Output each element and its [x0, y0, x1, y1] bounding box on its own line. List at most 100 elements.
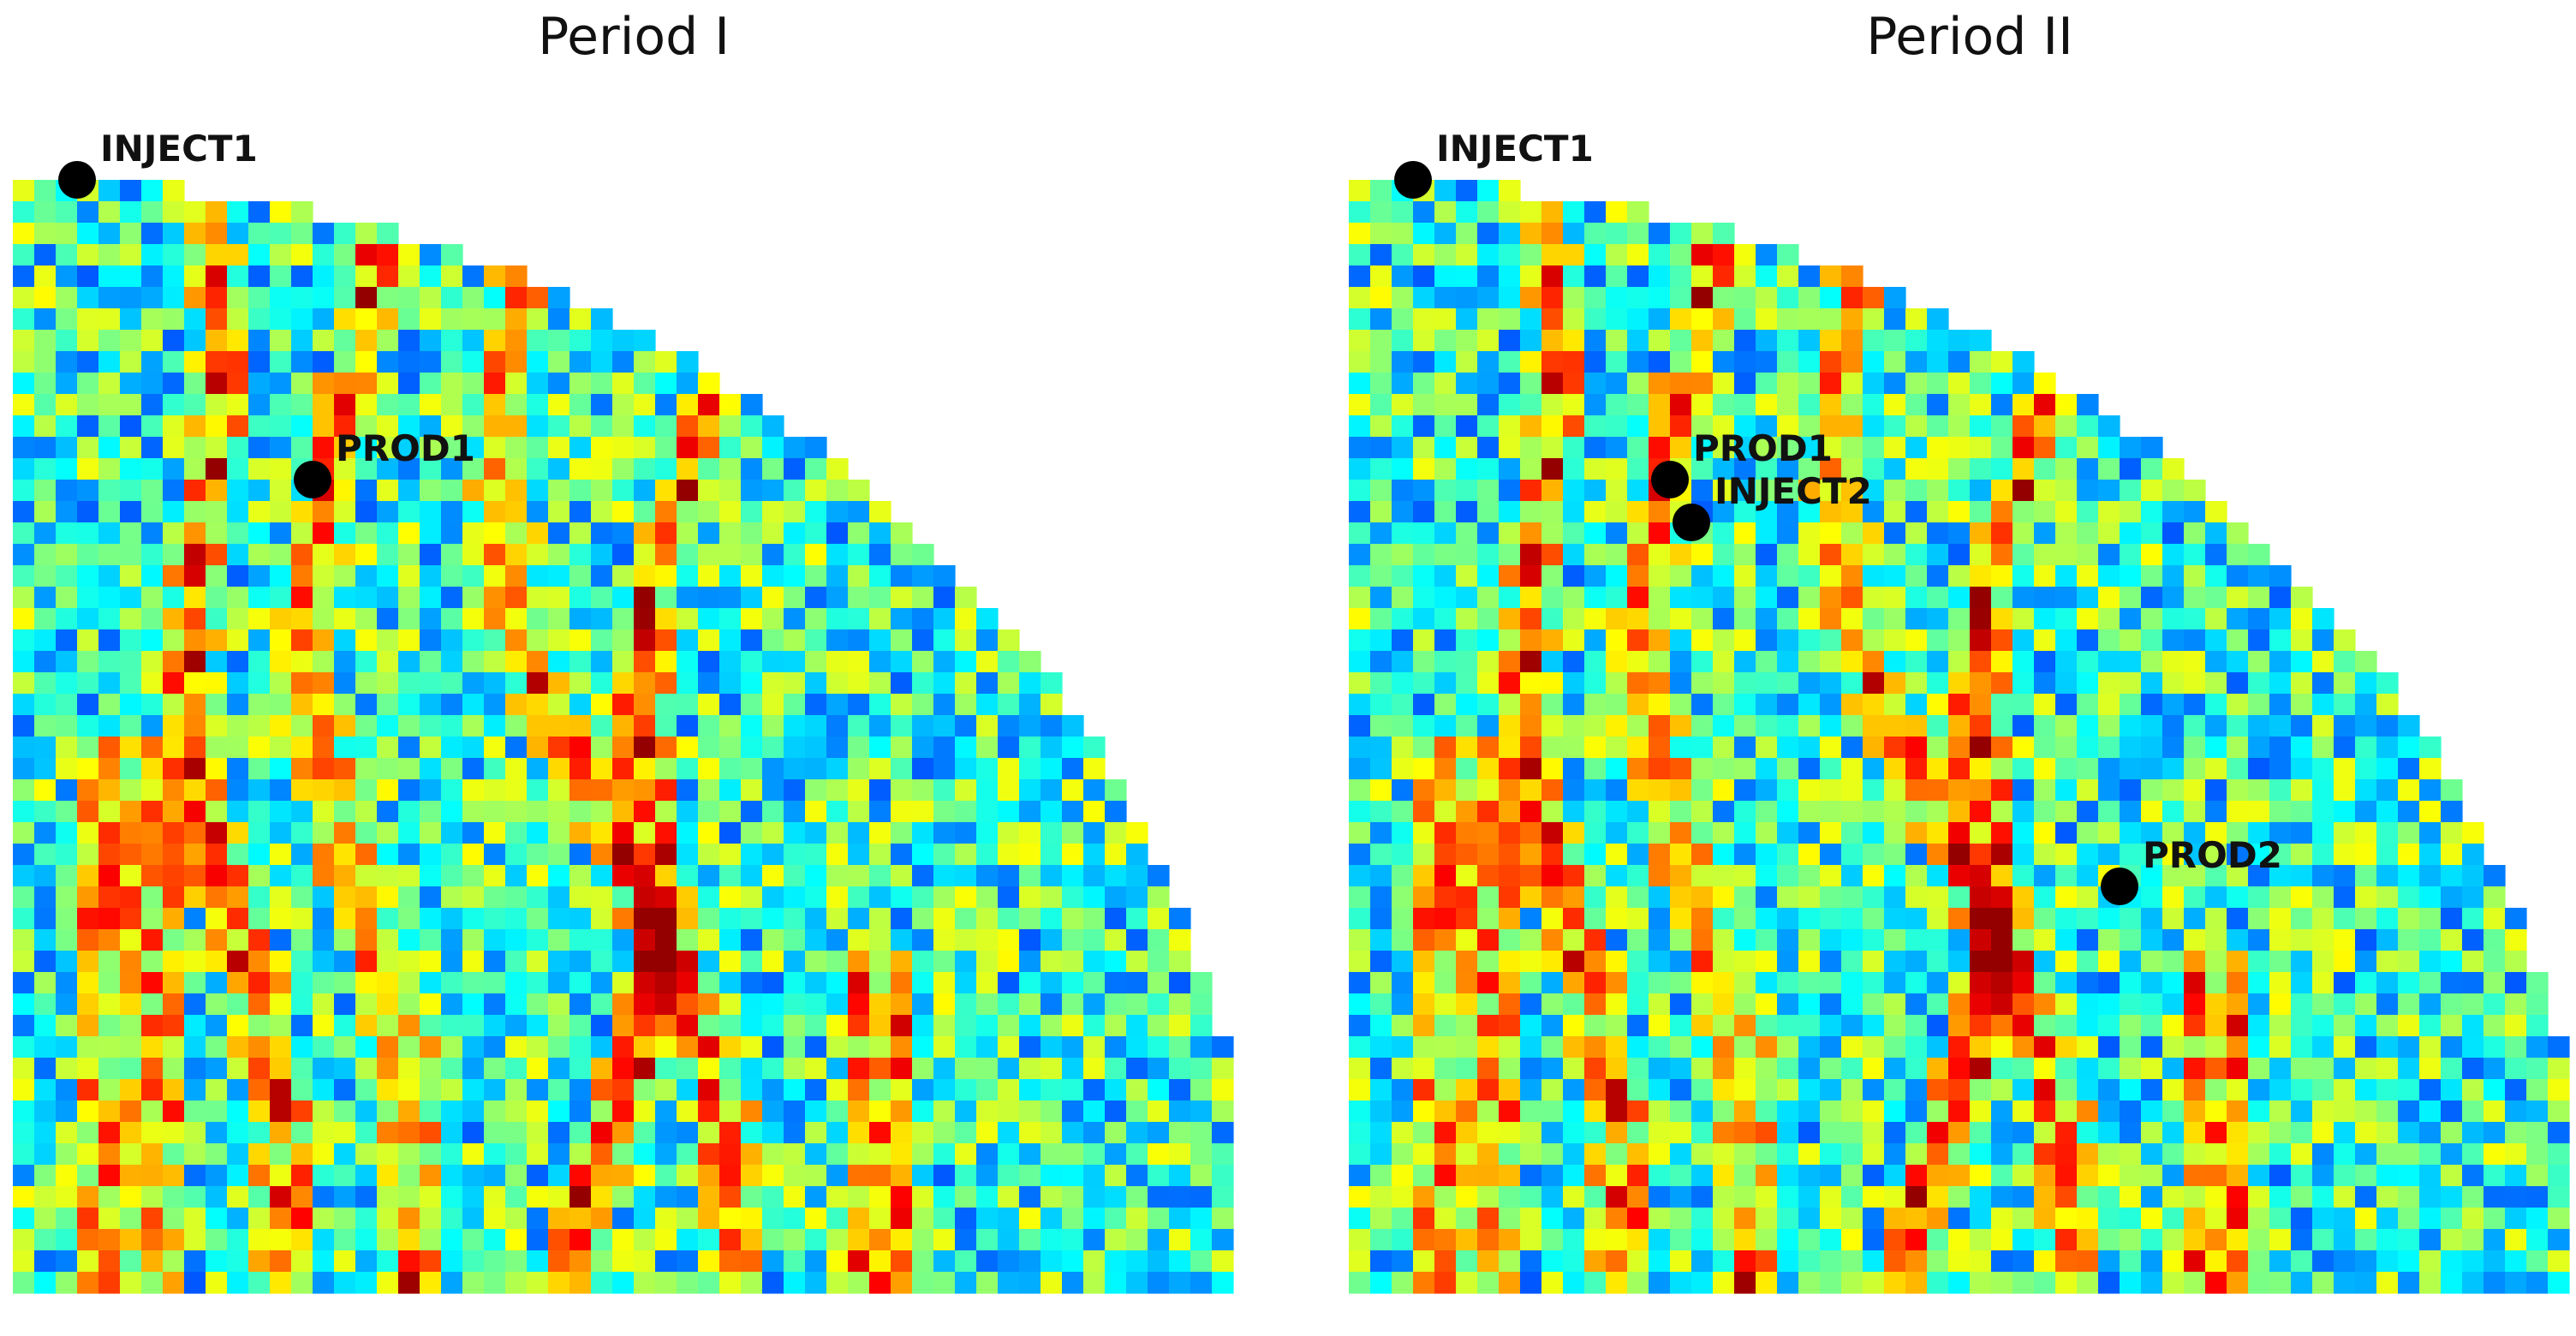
- heatmap-cell: [1713, 886, 1735, 909]
- heatmap-cell: [612, 993, 635, 1016]
- heatmap-cell: [976, 1079, 999, 1101]
- heatmap-cell: [1434, 886, 1457, 909]
- heatmap-cell: [1863, 458, 1885, 480]
- heatmap-cell: [1991, 651, 2013, 673]
- heatmap-cell: [1820, 1250, 1842, 1273]
- heatmap-cell: [976, 758, 999, 780]
- heatmap-cell: [1477, 1143, 1500, 1166]
- heatmap-cell: [719, 1165, 742, 1187]
- heatmap-cell: [1927, 544, 1949, 566]
- heatmap-cell: [569, 1100, 592, 1123]
- heatmap-cell: [805, 458, 827, 480]
- heatmap-cell: [77, 886, 99, 909]
- heatmap-cell: [441, 844, 463, 866]
- heatmap-cell: [2419, 779, 2442, 802]
- heatmap-cell: [398, 865, 420, 887]
- heatmap-cell: [1606, 1015, 1628, 1037]
- heatmap-cell: [77, 1122, 99, 1144]
- heatmap-cell: [1841, 415, 1863, 438]
- heatmap-cell: [1563, 844, 1585, 866]
- heatmap-cell: [1169, 1100, 1191, 1123]
- heatmap-cell: [1541, 801, 1564, 823]
- heatmap-cell: [2291, 993, 2313, 1016]
- heatmap-cell: [1948, 1079, 1971, 1101]
- heatmap-cell: [998, 758, 1020, 780]
- heatmap-cell: [2227, 715, 2249, 737]
- heatmap-cell: [1520, 929, 1542, 951]
- heatmap-cell: [1349, 394, 1371, 416]
- heatmap-cell: [1148, 993, 1170, 1016]
- heatmap-cell: [270, 1208, 292, 1230]
- heatmap-cell: [591, 651, 613, 673]
- heatmap-cell: [1970, 437, 1992, 459]
- heatmap-cell: [462, 629, 485, 652]
- heatmap-cell: [1905, 587, 1928, 609]
- heatmap-cell: [1991, 544, 2013, 566]
- heatmap-cell: [1499, 480, 1521, 502]
- heatmap-cell: [98, 1100, 121, 1123]
- heatmap-cell: [420, 415, 442, 438]
- heatmap-cell: [1734, 394, 1756, 416]
- heatmap-cell: [2055, 544, 2078, 566]
- heatmap-cell: [569, 1208, 592, 1230]
- heatmap-cell: [1520, 522, 1542, 545]
- heatmap-cell: [462, 1229, 485, 1251]
- heatmap-cell: [677, 1122, 699, 1144]
- heatmap-cell: [141, 929, 164, 951]
- heatmap-cell: [2291, 801, 2313, 823]
- heatmap-cell: [869, 672, 891, 695]
- heatmap-cell: [1734, 565, 1756, 587]
- heatmap-cell: [1649, 287, 1671, 309]
- heatmap-cell: [1606, 672, 1628, 695]
- heatmap-cell: [719, 544, 742, 566]
- heatmap-cell: [569, 608, 592, 630]
- heatmap-cell: [569, 587, 592, 609]
- heatmap-cell: [912, 951, 934, 973]
- heatmap-cell: [527, 1272, 549, 1294]
- heatmap-cell: [2441, 779, 2463, 802]
- heatmap-cell: [2419, 1229, 2442, 1251]
- heatmap-cell: [313, 972, 335, 994]
- heatmap-cell: [2355, 1015, 2377, 1037]
- heatmap-cell: [377, 801, 399, 823]
- heatmap-cell: [912, 565, 934, 587]
- heatmap-cell: [2548, 1208, 2570, 1230]
- heatmap-cell: [441, 544, 463, 566]
- heatmap-cell: [2355, 779, 2377, 802]
- heatmap-cell: [1019, 844, 1041, 866]
- heatmap-cell: [2291, 779, 2313, 802]
- heatmap-cell: [1105, 1100, 1127, 1123]
- heatmap-cell: [98, 415, 121, 438]
- heatmap-cell: [120, 244, 142, 266]
- heatmap-cell: [1691, 1058, 1714, 1080]
- heatmap-cell: [56, 1100, 78, 1123]
- heatmap-cell: [1841, 330, 1863, 352]
- heatmap-cell: [420, 1058, 442, 1080]
- heatmap-cell: [805, 779, 827, 802]
- heatmap-cell: [2012, 587, 2035, 609]
- heatmap-cell: [1649, 951, 1671, 973]
- heatmap-cell: [184, 373, 206, 395]
- heatmap-cell: [719, 1208, 742, 1230]
- heatmap-cell: [462, 672, 485, 695]
- heatmap-cell: [719, 1058, 742, 1080]
- heatmap-cell: [677, 1079, 699, 1101]
- heatmap-cell: [1606, 1208, 1628, 1230]
- heatmap-cell: [1649, 993, 1671, 1016]
- heatmap-cell: [976, 993, 999, 1016]
- heatmap-cell: [784, 587, 806, 609]
- heatmap-cell: [1905, 308, 1928, 331]
- heatmap-cell: [1841, 287, 1863, 309]
- heatmap-cell: [1563, 394, 1585, 416]
- heatmap-cell: [1948, 1143, 1971, 1166]
- heatmap-cell: [1584, 865, 1607, 887]
- heatmap-cell: [1349, 694, 1371, 716]
- heatmap-cell: [1863, 1250, 1885, 1273]
- heatmap-cell: [1606, 1058, 1628, 1080]
- heatmap-cell: [677, 522, 699, 545]
- heatmap-cell: [912, 544, 934, 566]
- heatmap-cell: [634, 1186, 656, 1208]
- heatmap-cell: [2269, 737, 2292, 759]
- heatmap-cell: [2248, 886, 2270, 909]
- heatmap-cell: [1062, 951, 1084, 973]
